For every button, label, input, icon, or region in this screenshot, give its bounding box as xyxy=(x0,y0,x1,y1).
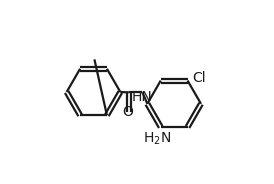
Text: H$_2$N: H$_2$N xyxy=(143,131,171,147)
Text: O: O xyxy=(122,105,133,119)
Text: HN: HN xyxy=(132,90,152,104)
Text: Cl: Cl xyxy=(193,70,206,84)
